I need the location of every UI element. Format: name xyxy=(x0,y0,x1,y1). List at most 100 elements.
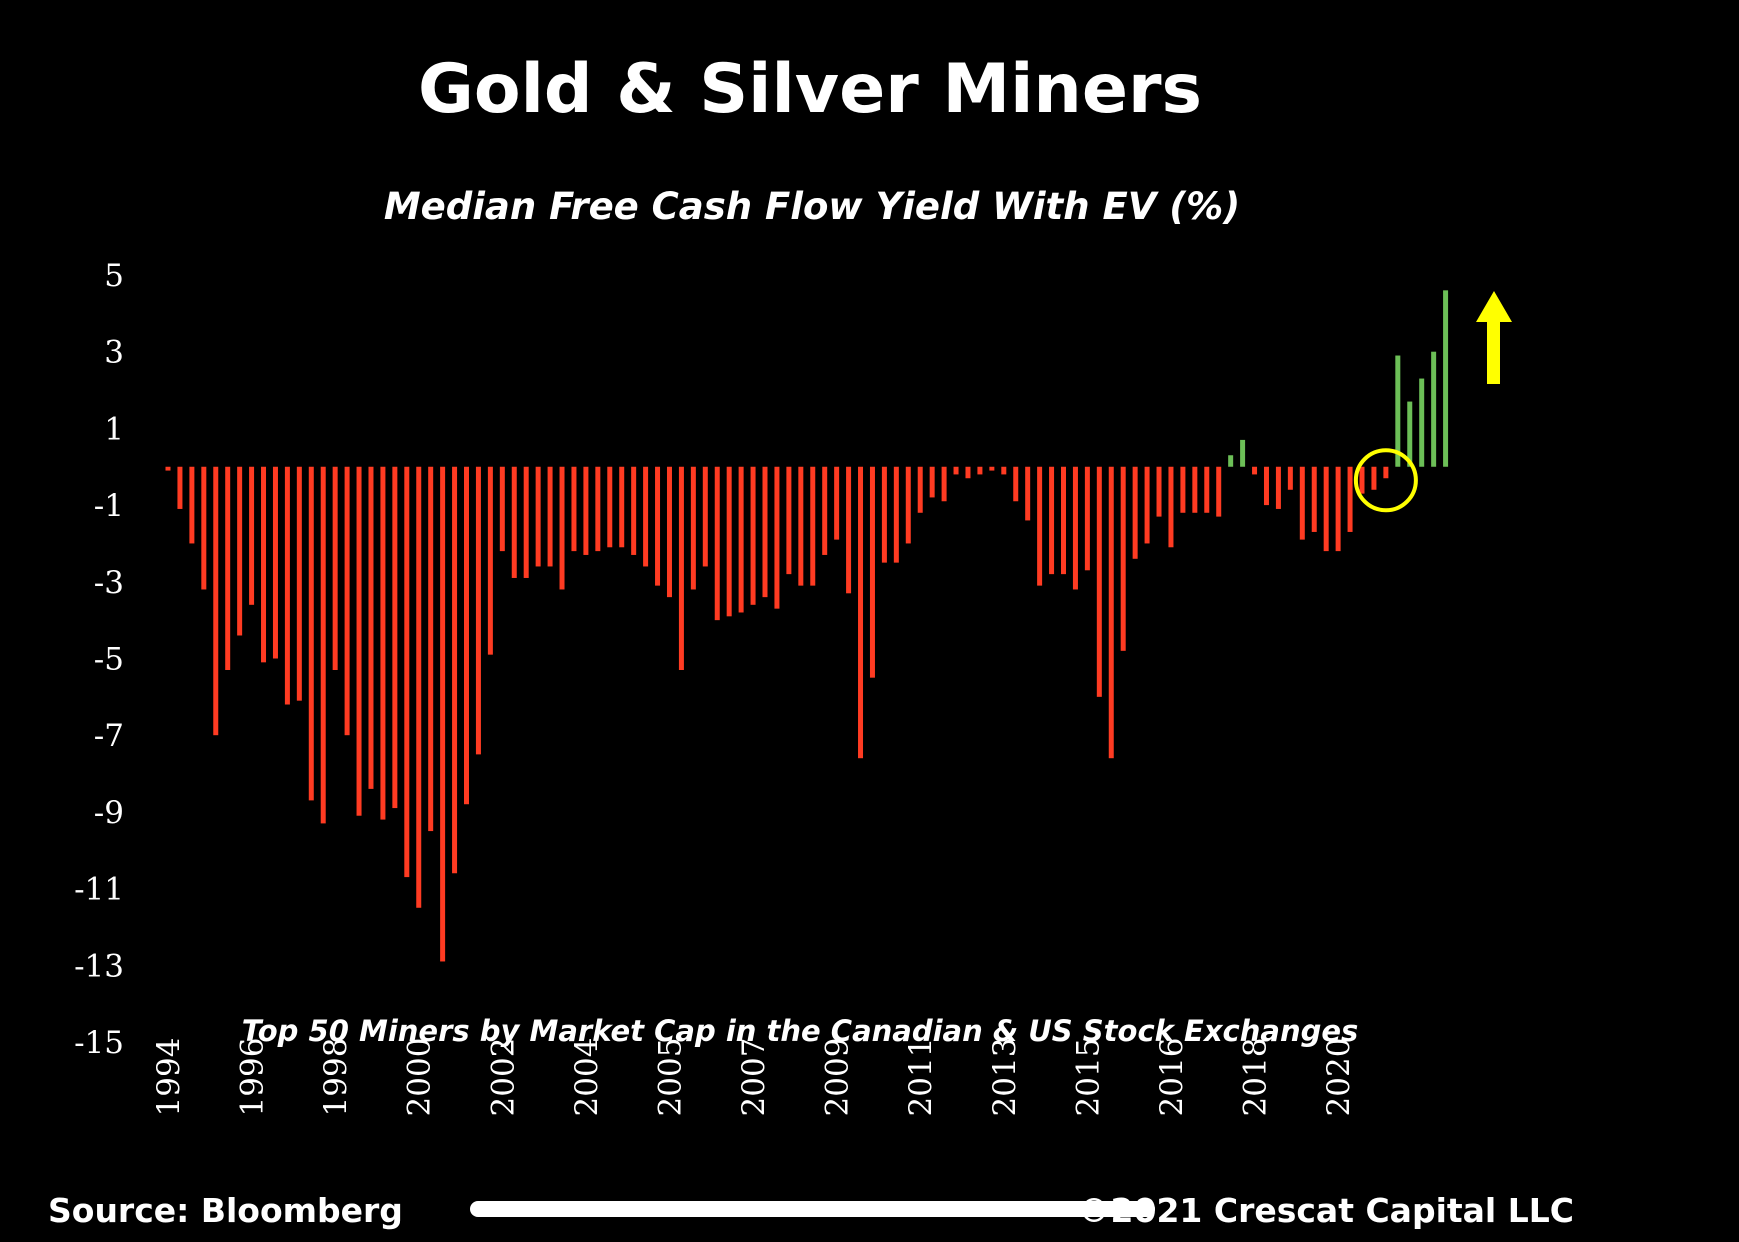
bar xyxy=(953,466,959,475)
bar xyxy=(571,466,577,552)
bar xyxy=(977,466,983,475)
bar xyxy=(1359,466,1365,494)
bar xyxy=(272,466,278,659)
bar xyxy=(356,466,362,816)
bar xyxy=(786,466,792,575)
bar xyxy=(1084,466,1090,571)
y-tick-label: -5 xyxy=(94,642,124,678)
bar xyxy=(1013,466,1019,502)
bar xyxy=(1299,466,1305,540)
bar xyxy=(1108,466,1114,759)
bar xyxy=(547,466,553,567)
bar xyxy=(1228,455,1234,467)
x-axis: 1994 1996 1998 2000 2002 2004 2005 2007 2009 2011… xyxy=(151,1038,1357,1117)
bar xyxy=(1287,466,1293,490)
bar xyxy=(475,466,481,755)
bar xyxy=(1275,466,1281,509)
up-arrow-icon xyxy=(1476,291,1512,384)
x-tick-label: 2009 xyxy=(820,1038,856,1117)
bar xyxy=(1335,466,1341,552)
x-tick-label: 2015 xyxy=(1070,1038,1106,1117)
x-tick-label: 2020 xyxy=(1321,1038,1357,1117)
bar xyxy=(1168,466,1174,548)
bar xyxy=(249,466,255,605)
bar xyxy=(1419,378,1425,467)
bar xyxy=(261,466,267,663)
bar xyxy=(308,466,314,801)
bar xyxy=(380,466,386,820)
y-tick-label: 5 xyxy=(104,258,124,294)
y-tick-label: -7 xyxy=(94,718,124,754)
x-tick-label: 2007 xyxy=(736,1038,772,1117)
y-tick-label: -15 xyxy=(74,1025,124,1061)
y-axis: 5 3 1 -1 -3 -5 -7 -9 -11 -13 -15 xyxy=(74,258,124,1061)
bar xyxy=(631,466,637,555)
bar xyxy=(655,466,661,586)
bar xyxy=(296,466,302,701)
y-tick-label: -11 xyxy=(74,872,124,908)
home-indicator[interactable] xyxy=(470,1201,1155,1217)
bar xyxy=(1323,466,1329,552)
bar xyxy=(834,466,840,540)
x-tick-label: 1998 xyxy=(318,1038,354,1117)
bar xyxy=(452,466,458,874)
bar xyxy=(1132,466,1138,559)
bar xyxy=(1156,466,1162,517)
bar xyxy=(165,466,171,471)
bar xyxy=(965,466,971,479)
bar xyxy=(1407,401,1413,467)
bar xyxy=(416,466,422,908)
y-tick-label: 3 xyxy=(104,335,124,371)
bar xyxy=(344,466,350,736)
bar xyxy=(666,466,672,598)
bar xyxy=(511,466,517,578)
chart-annotation: Top 50 Miners by Market Cap in the Canad… xyxy=(242,1014,1359,1048)
y-tick-label: -3 xyxy=(94,565,124,601)
bar xyxy=(881,466,887,563)
bar xyxy=(1049,466,1055,575)
bar xyxy=(213,466,219,736)
copyright-label: ©2021 Crescat Capital LLC xyxy=(1078,1191,1574,1230)
x-tick-label: 2013 xyxy=(987,1038,1023,1117)
bar xyxy=(225,466,231,670)
bar xyxy=(1443,290,1449,467)
bar xyxy=(1025,466,1031,521)
bar xyxy=(189,466,195,544)
bar xyxy=(1037,466,1043,586)
bar xyxy=(201,466,207,590)
x-tick-label: 1996 xyxy=(235,1038,271,1117)
x-tick-label: 1994 xyxy=(151,1038,187,1117)
bar xyxy=(762,466,768,598)
bar xyxy=(643,466,649,567)
bar xyxy=(1001,466,1007,475)
x-tick-label: 2011 xyxy=(903,1038,939,1117)
bar xyxy=(1347,466,1353,532)
bar xyxy=(237,466,243,636)
bar xyxy=(1431,351,1437,467)
x-tick-label: 2002 xyxy=(485,1038,521,1117)
x-tick-label: 2016 xyxy=(1154,1038,1190,1117)
bar xyxy=(917,466,923,513)
bar xyxy=(846,466,852,594)
chart-title: Gold & Silver Miners xyxy=(418,50,1202,129)
bar xyxy=(607,466,613,548)
y-tick-label: -13 xyxy=(74,948,124,984)
bar xyxy=(368,466,374,789)
bar xyxy=(177,466,183,509)
bar xyxy=(523,466,529,578)
bar xyxy=(726,466,732,617)
bar xyxy=(702,466,708,567)
bar xyxy=(714,466,720,621)
bar xyxy=(1144,466,1150,544)
bar xyxy=(810,466,816,586)
bar xyxy=(1216,466,1222,517)
bar xyxy=(1252,466,1258,475)
bar xyxy=(893,466,899,563)
bar xyxy=(1120,466,1126,651)
bar xyxy=(750,466,756,605)
bar xyxy=(487,466,493,655)
source-label: Source: Bloomberg xyxy=(48,1191,403,1230)
bar xyxy=(1061,466,1066,575)
bar xyxy=(332,466,338,670)
